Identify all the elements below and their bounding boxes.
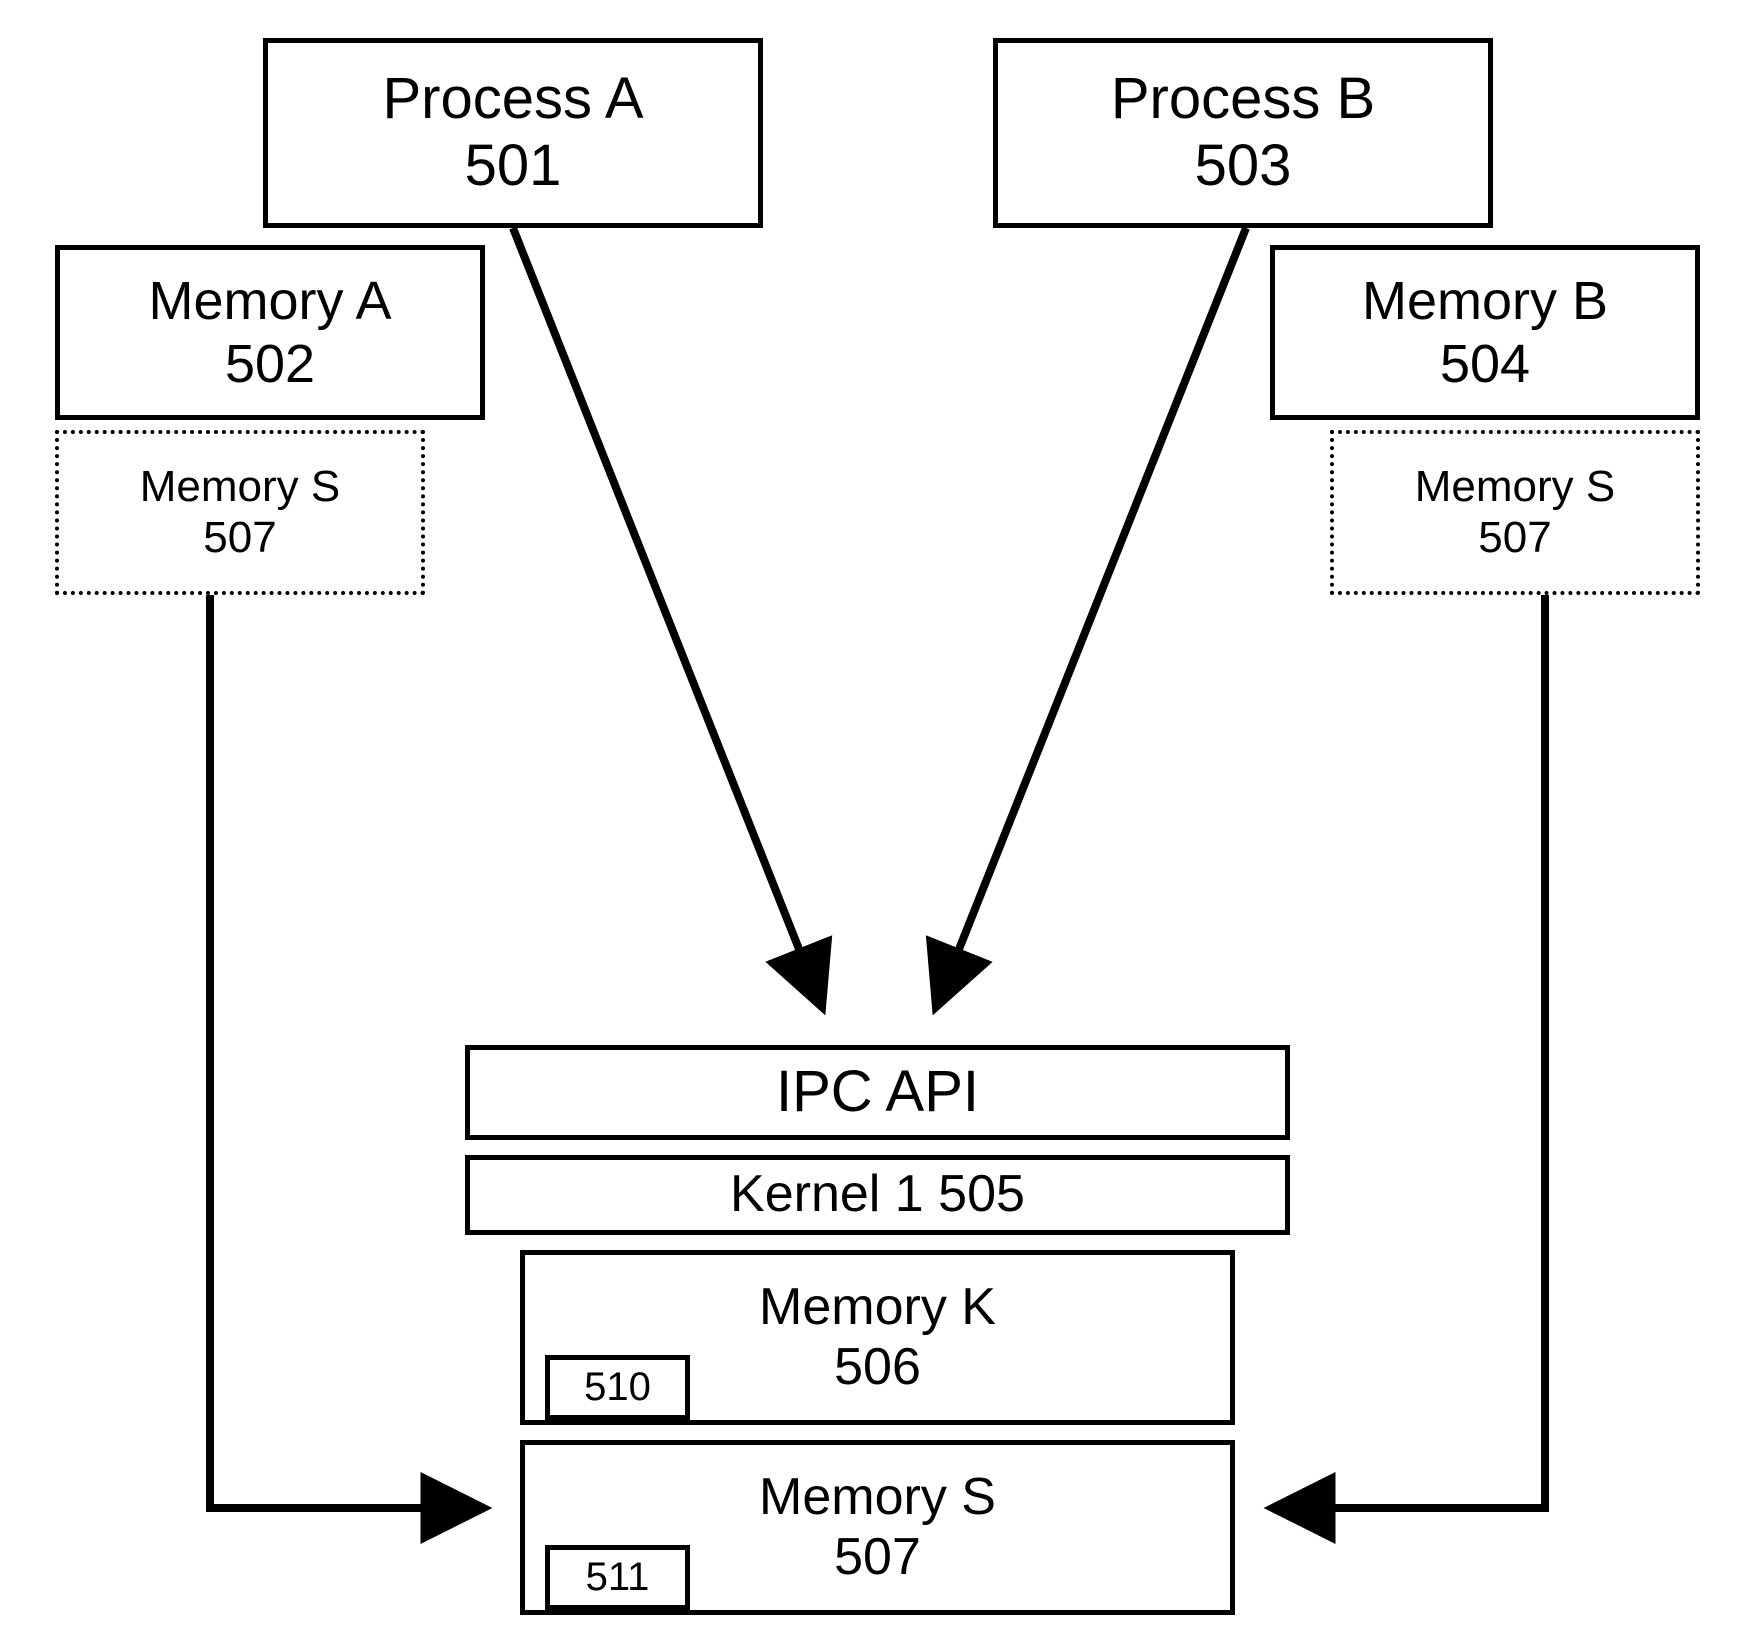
diagram-canvas: Process A501Process B503Memory A502Memor… (0, 0, 1756, 1645)
node-memory_s_left-label1: Memory S (59, 462, 421, 513)
node-process_b-label2: 503 (998, 133, 1488, 200)
node-memory_s_right: Memory S507 (1330, 430, 1700, 595)
node-kernel: Kernel 1 505 (465, 1155, 1290, 1235)
node-memory_s_left: Memory S507 (55, 430, 425, 595)
node-memory_s_right-label1: Memory S (1334, 462, 1696, 513)
node-memory_s_bottom-inner: 511 (545, 1545, 690, 1610)
node-ipc_api: IPC API (465, 1045, 1290, 1140)
node-process_b-label1: Process B (998, 66, 1488, 133)
node-memory_s_bottom-label1: Memory S (525, 1468, 1230, 1528)
node-memory_s_right-label2: 507 (1334, 513, 1696, 564)
node-process_a: Process A501 (263, 38, 763, 228)
node-memory_s_left-label2: 507 (59, 513, 421, 564)
node-memory_b-label1: Memory B (1275, 270, 1695, 332)
edge-process_b-to-ipc_api (938, 228, 1246, 1002)
node-memory_a-label2: 502 (60, 333, 480, 395)
node-memory_b-label2: 504 (1275, 333, 1695, 395)
node-memory_k-inner: 510 (545, 1355, 690, 1420)
node-memory_a-label1: Memory A (60, 270, 480, 332)
edge-memory_s_right-to-memory_s_bottom (1278, 595, 1545, 1508)
node-kernel-label1: Kernel 1 505 (470, 1165, 1285, 1225)
edge-memory_s_left-to-memory_s_bottom (210, 595, 478, 1508)
node-memory_b: Memory B504 (1270, 245, 1700, 420)
node-process_b: Process B503 (993, 38, 1493, 228)
node-process_a-label2: 501 (268, 133, 758, 200)
node-process_a-label1: Process A (268, 66, 758, 133)
edge-process_a-to-ipc_api (513, 228, 820, 1002)
node-memory_k-label1: Memory K (525, 1278, 1230, 1338)
node-memory_a: Memory A502 (55, 245, 485, 420)
node-ipc_api-label1: IPC API (470, 1059, 1285, 1126)
